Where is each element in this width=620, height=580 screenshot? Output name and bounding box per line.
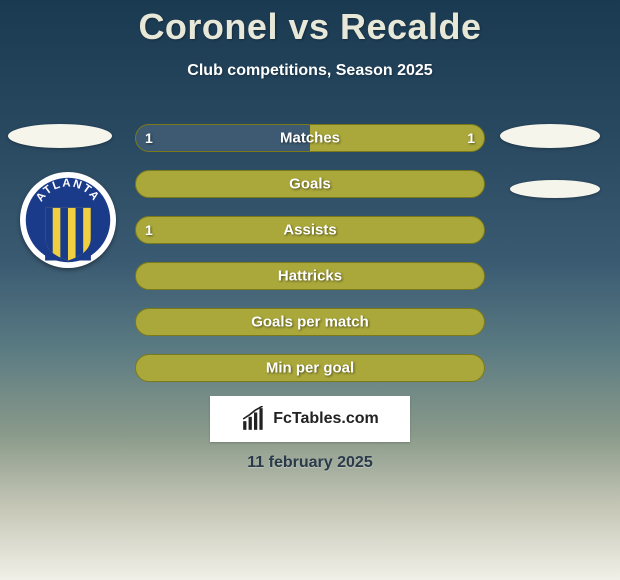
stat-value-left: 1 — [145, 130, 153, 146]
player-oval-right-2 — [510, 180, 600, 198]
left-oval-column — [8, 124, 112, 148]
stat-label: Matches — [280, 130, 340, 147]
player-oval-left — [8, 124, 112, 148]
page-title: Coronel vs Recalde — [0, 0, 620, 48]
page-subtitle: Club competitions, Season 2025 — [0, 62, 620, 80]
chart-icon — [241, 406, 267, 432]
stat-value-right: 1 — [467, 130, 475, 146]
watermark-text: FcTables.com — [273, 410, 379, 428]
stat-row: 1 Assists — [135, 216, 485, 244]
date-label: 11 february 2025 — [247, 454, 372, 472]
atlanta-shield-icon: ATLANTA — [24, 176, 112, 264]
stat-label: Min per goal — [266, 360, 354, 377]
stat-label: Hattricks — [278, 268, 342, 285]
right-oval-column — [500, 124, 600, 198]
stat-row: 1 1 Matches — [135, 124, 485, 152]
stat-row: Min per goal — [135, 354, 485, 382]
stats-bars: 1 1 Matches Goals 1 Assists Hattricks Goals per… — [135, 124, 485, 400]
stat-row: Goals — [135, 170, 485, 198]
stat-label: Goals — [289, 176, 331, 193]
stat-label: Assists — [283, 222, 336, 239]
player-oval-right-1 — [500, 124, 600, 148]
stat-value-left: 1 — [145, 222, 153, 238]
stat-row: Hattricks — [135, 262, 485, 290]
stat-row: Goals per match — [135, 308, 485, 336]
watermark: FcTables.com — [210, 396, 410, 442]
club-badge: ATLANTA — [20, 172, 116, 268]
stat-label: Goals per match — [251, 314, 369, 331]
